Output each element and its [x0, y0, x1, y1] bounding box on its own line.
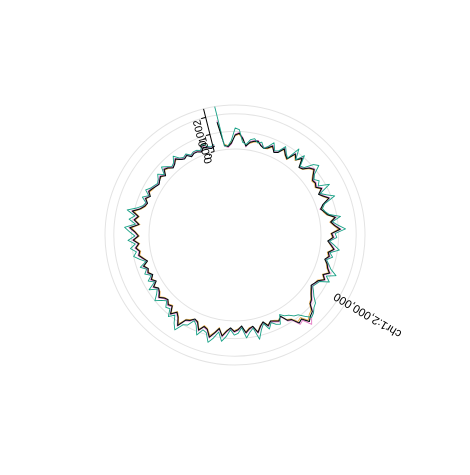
series-line-1 [129, 122, 341, 338]
grid-ring-1 [130, 130, 340, 340]
y-axis-line [203, 108, 215, 152]
sector-label: chr1:2,000,000 [332, 290, 404, 340]
grid-ring-2 [113, 113, 357, 357]
y-tick-1 [205, 133, 211, 136]
y-tick-0 [210, 151, 215, 153]
series-line-6 [129, 122, 341, 338]
y-tick-label-0: 0 [202, 152, 215, 161]
series-line-7 [124, 106, 346, 343]
grid-ring-0 [148, 148, 322, 322]
grid-ring-outer [104, 104, 366, 366]
series-line-5 [129, 122, 341, 338]
series-line-3 [128, 120, 342, 339]
y-tick-2 [201, 116, 206, 120]
series-line-4 [129, 122, 341, 338]
grid-layer [104, 104, 366, 366]
series-layer [124, 106, 346, 343]
series-line-2 [131, 123, 339, 336]
